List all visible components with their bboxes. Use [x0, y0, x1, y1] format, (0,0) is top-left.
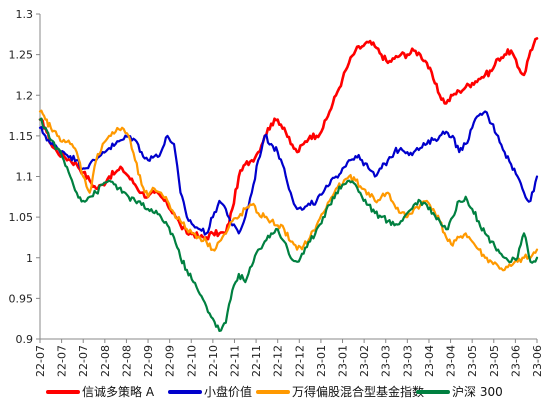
y-tick-label: 1.05 — [9, 211, 34, 224]
x-tick-label: 23-04 — [423, 345, 436, 377]
legend-label: 小盘价值 — [204, 384, 252, 399]
x-tick-label: 23-01 — [337, 345, 350, 377]
y-tick-label: 1.25 — [9, 49, 34, 62]
series-layer — [38, 37, 539, 332]
x-tick-label: 22-11 — [250, 345, 263, 377]
y-tick-label: 0.95 — [9, 292, 34, 305]
x-tick-label: 23-06 — [509, 345, 522, 377]
x-tick-label: 22-09 — [142, 345, 155, 377]
x-tick-label: 23-05 — [488, 345, 501, 377]
x-tick-label: 22-09 — [164, 345, 177, 377]
x-tick-label: 23-06 — [531, 345, 544, 377]
x-tick-label: 22-10 — [207, 345, 220, 377]
series-line-3 — [38, 109, 539, 272]
series-line-2 — [38, 110, 539, 236]
x-tick-label: 22-10 — [185, 345, 198, 377]
x-tick-label: 22-07 — [56, 345, 69, 377]
y-tick-label: 0.9 — [16, 333, 34, 346]
x-tick-label: 23-01 — [315, 345, 328, 377]
legend-label: 万得偏股混合型基金指数 — [292, 384, 424, 399]
x-tick-label: 23-02 — [358, 345, 371, 377]
x-tick-label: 22-11 — [228, 345, 241, 377]
y-tick-label: 1.15 — [9, 130, 34, 143]
chart-axes: 0.9 0.95 1 1.05 1.1 1.15 1.2 1.25 1.3 22-07 22-07 2… — [9, 8, 545, 377]
x-tick-label: 22-07 — [77, 345, 90, 377]
x-tick-label: 23-03 — [401, 345, 414, 377]
x-tick-label: 22-08 — [120, 345, 133, 377]
x-tick-label: 22-12 — [272, 345, 285, 377]
chart-legend: 信诚多策略 A 小盘价值 万得偏股混合型基金指数 沪深 300 — [46, 384, 503, 399]
x-tick-label: 23-03 — [380, 345, 393, 377]
x-tick-label: 22-07 — [34, 345, 47, 377]
legend-label: 信诚多策略 A — [82, 384, 155, 399]
y-tick-label: 1.3 — [16, 8, 34, 21]
y-tick-label: 1.2 — [16, 89, 34, 102]
x-tick-label: 22-12 — [293, 345, 306, 377]
x-tick-label: 23-04 — [445, 345, 458, 377]
series-line-4 — [38, 117, 539, 332]
y-tick-label: 1 — [26, 252, 33, 265]
legend-label: 沪深 300 — [452, 385, 503, 399]
x-tick-label: 23-05 — [466, 345, 479, 377]
series-line-1 — [38, 37, 539, 241]
x-tick-label: 22-08 — [99, 345, 112, 377]
y-tick-label: 1.1 — [16, 171, 34, 184]
